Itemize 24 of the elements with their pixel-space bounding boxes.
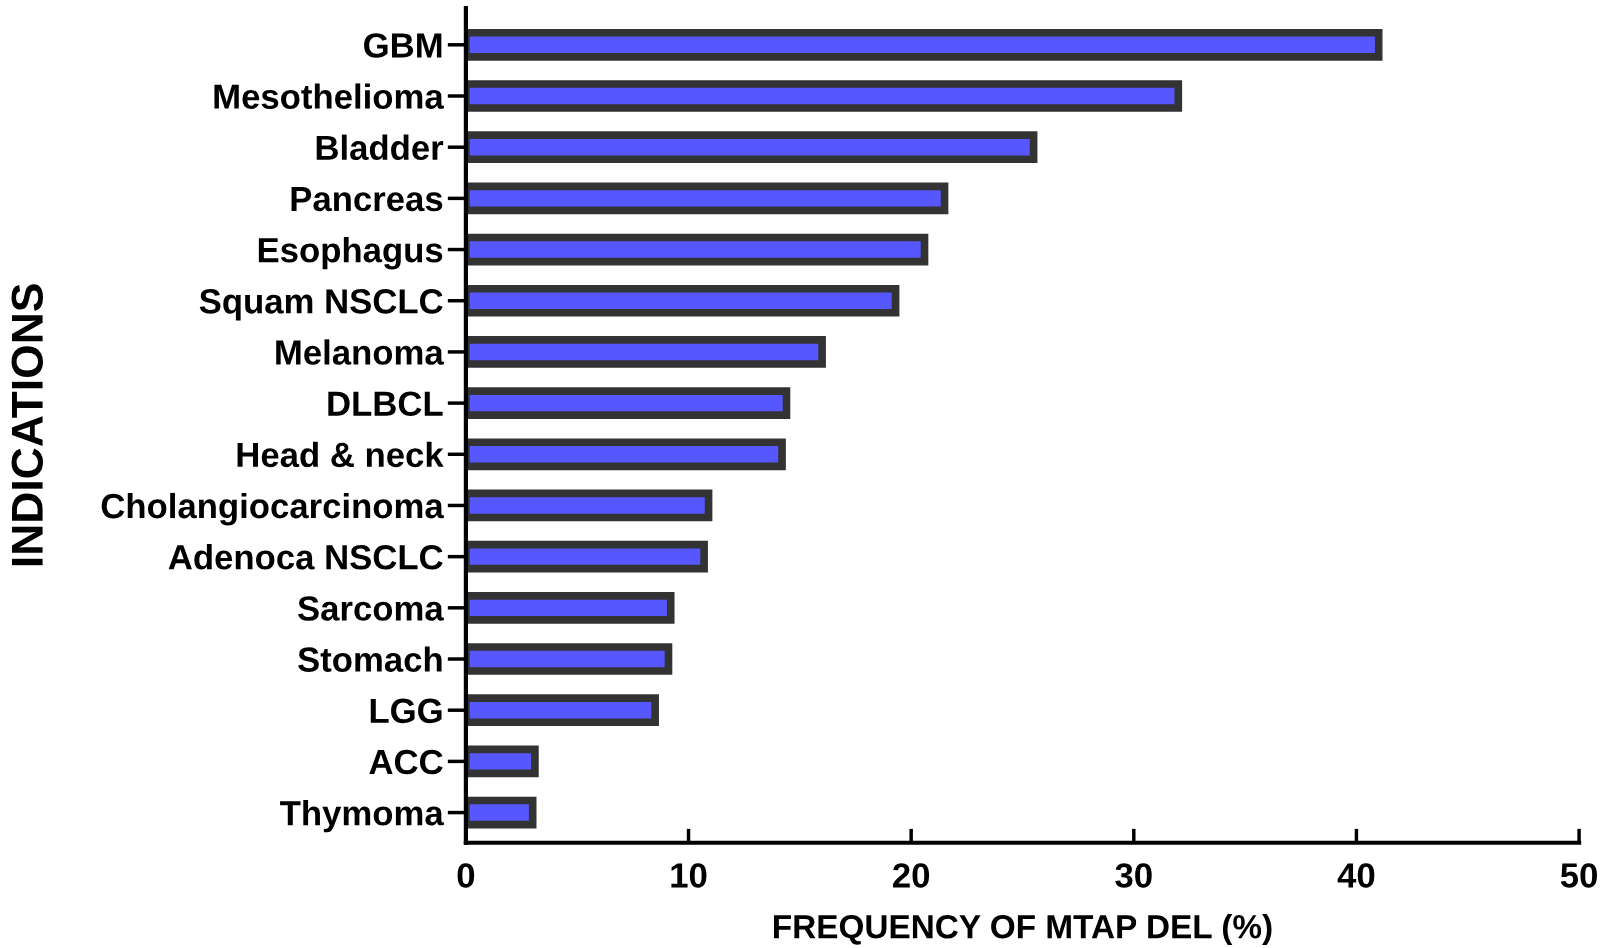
y-axis-title: INDICATIONS	[11, 284, 44, 566]
x-axis-title: FREQUENCY OF MTAP DEL (%)	[774, 914, 1272, 946]
y-tick-label: Stomach	[298, 646, 442, 672]
y-tick-label: Thymoma	[280, 799, 444, 833]
x-tick-label: 50	[1560, 863, 1597, 888]
y-tick-label: Mesothelioma	[214, 83, 444, 109]
y-tick-label: Pancreas	[291, 187, 443, 212]
y-tick-label: ACC	[369, 749, 443, 775]
y-tick-label: Head & neck	[237, 441, 444, 468]
y-tick-label: Bladder	[316, 134, 444, 161]
x-tick-label: 30	[1115, 863, 1152, 888]
y-tick-label: LGG	[370, 698, 442, 724]
y-tick-label: GBM	[364, 33, 442, 58]
y-tick-label: Adenoca NSCLC	[168, 544, 443, 570]
y-tick-label: Squam NSCLC	[199, 289, 443, 321]
x-tick-label: 40	[1337, 863, 1375, 888]
x-tick-label: 10	[671, 863, 707, 888]
x-tick-label: 0	[457, 863, 475, 888]
x-tick-label: 20	[893, 863, 930, 888]
y-tick-label: Esophagus	[258, 236, 443, 270]
y-tick-label: DLBCL	[328, 391, 443, 417]
y-tick-label: Cholangiocarcinoma	[101, 492, 444, 526]
y-tick-label: Melanoma	[276, 339, 444, 365]
y-tick-label: Sarcoma	[297, 596, 444, 621]
